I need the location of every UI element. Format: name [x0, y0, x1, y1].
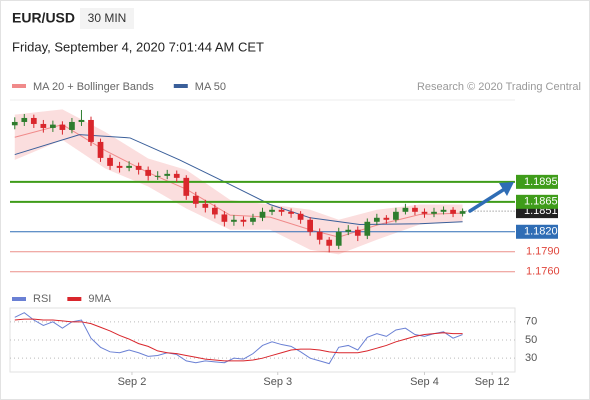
candle-body — [164, 173, 171, 176]
candle-body — [450, 209, 456, 214]
candle-body — [126, 165, 132, 168]
level-label: 1.1820 — [524, 226, 558, 238]
candle-body — [288, 211, 294, 214]
candle-body — [440, 209, 447, 212]
moving-average — [14, 134, 463, 225]
candle-body — [278, 209, 285, 212]
candle-body — [202, 203, 209, 208]
candle-body — [116, 165, 123, 168]
candle-body — [307, 219, 313, 232]
candle-body — [393, 211, 399, 220]
candle-body — [21, 117, 28, 122]
candle-body — [30, 117, 37, 124]
timestamp: Friday, September 4, 2020 7:01:44 AM CET — [12, 39, 264, 54]
level-box — [516, 194, 558, 209]
candle-body — [97, 141, 104, 158]
y-tick-label: 70 — [525, 316, 537, 328]
candle-body — [221, 214, 228, 222]
candle-body — [250, 217, 256, 222]
legend-label: MA 50 — [195, 81, 226, 93]
legend-label: MA 20 + Bollinger Bands — [33, 81, 154, 93]
candle-body — [345, 229, 352, 232]
attribution: Research © 2020 Trading Central — [417, 81, 581, 93]
candle-body — [183, 177, 190, 196]
candle-body — [297, 213, 304, 220]
level-label: 1.1760 — [526, 266, 560, 278]
series-line — [14, 318, 463, 362]
level-label: 1.1895 — [524, 176, 558, 188]
series-line — [14, 312, 463, 365]
legend-swatch — [67, 297, 82, 301]
legend-swatch — [173, 84, 188, 88]
x-tick-label: Sep 3 — [263, 376, 292, 388]
level-box — [516, 224, 558, 239]
legend-swatch — [12, 297, 26, 301]
candle-body — [373, 217, 380, 222]
symbol: EUR/USD — [12, 10, 75, 26]
candle-body — [212, 207, 218, 215]
x-tick-label: Sep 2 — [118, 376, 147, 388]
candle-body — [88, 119, 94, 142]
candle-body — [364, 221, 371, 236]
x-tick-label: Sep 12 — [475, 376, 510, 388]
candle-body — [40, 123, 47, 128]
candle-body — [431, 211, 437, 214]
forecast-arrow — [468, 188, 505, 213]
timeframe-box — [80, 8, 134, 29]
candle-body — [173, 173, 180, 178]
candle-body — [354, 229, 361, 236]
candle-body — [69, 121, 75, 130]
candle-body — [316, 231, 323, 240]
candle-body — [259, 211, 266, 218]
candle-body — [459, 211, 466, 214]
legend-label: RSI — [33, 293, 51, 305]
level-label: 1.1865 — [524, 196, 558, 208]
candle-body — [11, 121, 18, 126]
y-tick-label: 30 — [525, 352, 537, 364]
candle-body — [383, 217, 390, 220]
candle-body — [50, 124, 56, 128]
legend-label: 9MA — [88, 293, 111, 305]
candle-body — [78, 119, 85, 122]
bollinger-band — [14, 109, 463, 255]
candle-body — [240, 219, 247, 222]
candle-body — [135, 165, 142, 170]
candle-body — [269, 209, 275, 212]
legend-swatch — [12, 84, 26, 88]
candle-body — [326, 239, 333, 246]
candle-body — [145, 169, 152, 176]
candle-body — [412, 207, 418, 212]
candle-body — [154, 175, 161, 177]
candle-body — [421, 211, 428, 214]
level-label: 1.1790 — [526, 246, 560, 258]
x-tick-label: Sep 4 — [410, 376, 439, 388]
candle-body — [59, 124, 66, 130]
candle-body — [335, 231, 342, 246]
timeframe: 30 MIN — [88, 11, 127, 25]
level-box — [516, 174, 558, 189]
forecast-arrowhead — [499, 182, 514, 196]
candle-body — [231, 219, 237, 222]
candle-body — [402, 207, 409, 212]
candle-body — [192, 195, 199, 204]
y-tick-label: 50 — [525, 334, 537, 346]
candle-body — [107, 157, 113, 166]
